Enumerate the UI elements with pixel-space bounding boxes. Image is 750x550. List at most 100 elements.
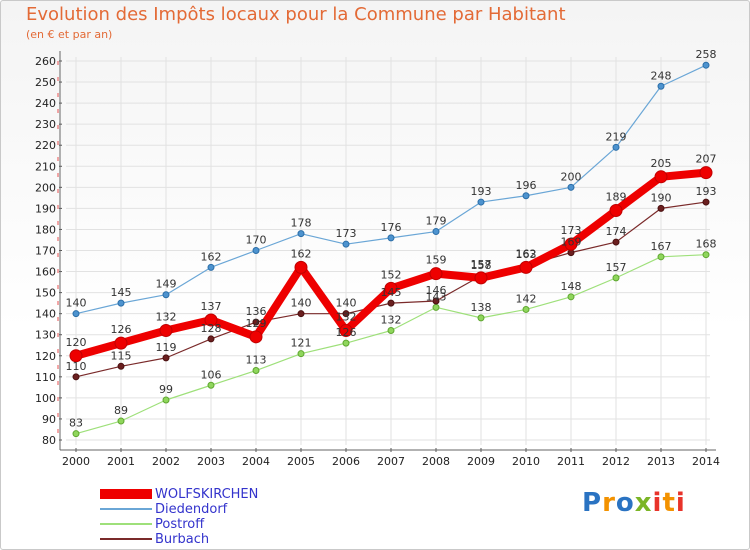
data-label: 190 xyxy=(651,191,672,204)
data-point xyxy=(654,170,668,184)
data-label: 196 xyxy=(516,179,537,192)
data-label: 148 xyxy=(561,280,582,293)
legend-item-postroff: Postroff xyxy=(100,517,360,532)
x-tick-label: 2005 xyxy=(287,455,315,468)
data-label: 110 xyxy=(66,360,87,373)
y-tick-label: 260 xyxy=(35,55,56,68)
data-label: 149 xyxy=(156,278,177,291)
data-label: 162 xyxy=(291,247,312,260)
y-tick-label: 130 xyxy=(35,329,56,342)
data-label: 258 xyxy=(696,48,717,61)
axes: 8090100110120130140150160170180190200210… xyxy=(35,51,720,468)
logo-letter: t xyxy=(662,488,676,518)
data-label: 162 xyxy=(516,247,537,260)
x-tick-label: 2008 xyxy=(422,455,450,468)
data-point xyxy=(702,61,710,69)
data-point xyxy=(612,238,620,246)
y-tick-label: 230 xyxy=(35,118,56,131)
data-point xyxy=(207,335,215,343)
data-point xyxy=(207,263,215,271)
y-tick-label: 120 xyxy=(35,350,56,363)
data-point xyxy=(342,310,350,318)
x-tick-label: 2004 xyxy=(242,455,270,468)
data-label: 126 xyxy=(111,323,132,336)
data-point xyxy=(477,198,485,206)
data-point xyxy=(162,291,170,299)
legend-swatch xyxy=(100,538,152,540)
data-label: 140 xyxy=(66,297,87,310)
legend-item-diedendorf: Diedendorf xyxy=(100,502,360,517)
grid xyxy=(66,57,710,445)
x-tick-label: 2011 xyxy=(557,455,585,468)
data-label: 157 xyxy=(606,261,627,274)
data-point xyxy=(114,336,128,350)
data-label: 132 xyxy=(336,311,357,324)
data-point xyxy=(432,228,440,236)
data-label: 129 xyxy=(246,317,267,330)
y-tick-label: 110 xyxy=(35,371,56,384)
data-label: 159 xyxy=(426,254,447,267)
data-label: 83 xyxy=(69,417,83,430)
data-label: 176 xyxy=(381,221,402,234)
y-tick-label: 180 xyxy=(35,223,56,236)
data-label: 121 xyxy=(291,337,312,350)
data-point xyxy=(69,349,83,363)
data-label: 143 xyxy=(426,290,447,303)
data-point xyxy=(297,350,305,358)
legend: WOLFSKIRCHEN Diedendorf Postroff Burbach xyxy=(100,487,360,547)
data-label: 163 xyxy=(516,248,537,261)
data-label: 174 xyxy=(606,225,627,238)
y-tick-label: 100 xyxy=(35,392,56,405)
data-label: 128 xyxy=(201,322,222,335)
data-point xyxy=(387,299,395,307)
legend-swatch xyxy=(100,508,152,510)
data-point xyxy=(159,324,173,338)
x-tick-label: 2006 xyxy=(332,455,360,468)
legend-label: Diedendorf xyxy=(155,502,228,517)
y-tick-label: 190 xyxy=(35,202,56,215)
proxiti-logo: Proxiti xyxy=(582,488,686,518)
data-point xyxy=(702,198,710,206)
legend-label: Postroff xyxy=(155,517,205,532)
data-label: 132 xyxy=(381,314,402,327)
data-label: 140 xyxy=(336,297,357,310)
x-tick-label: 2003 xyxy=(197,455,225,468)
y-tick-label: 80 xyxy=(42,434,56,447)
data-point xyxy=(249,330,263,344)
data-label: 248 xyxy=(651,69,672,82)
data-point xyxy=(564,237,578,251)
data-point xyxy=(297,310,305,318)
chart-title: Evolution des Impôts locaux pour la Comm… xyxy=(26,4,566,25)
data-label: 115 xyxy=(111,349,132,362)
logo-letter: x xyxy=(634,488,653,518)
data-point xyxy=(342,240,350,248)
chart-subtitle: (en € et par an) xyxy=(26,28,113,41)
data-point xyxy=(567,183,575,191)
data-point xyxy=(339,324,353,338)
y-tick-label: 150 xyxy=(35,287,56,300)
x-tick-label: 2013 xyxy=(647,455,675,468)
data-point xyxy=(204,313,218,327)
data-point xyxy=(702,251,710,259)
data-point xyxy=(522,192,530,200)
data-point xyxy=(609,203,623,217)
x-tick-label: 2002 xyxy=(152,455,180,468)
data-label: 138 xyxy=(471,301,492,314)
data-point xyxy=(432,303,440,311)
data-point xyxy=(657,82,665,90)
data-label: 120 xyxy=(66,336,87,349)
data-point xyxy=(117,417,125,425)
data-point xyxy=(657,204,665,212)
data-label: 193 xyxy=(471,185,492,198)
data-point xyxy=(657,253,665,261)
x-tick-label: 2009 xyxy=(467,455,495,468)
data-label: 89 xyxy=(114,404,128,417)
data-label: 146 xyxy=(426,284,447,297)
y-tick-label: 220 xyxy=(35,139,56,152)
data-label: 157 xyxy=(471,258,492,271)
y-tick-label: 160 xyxy=(35,266,56,279)
y-tick-label: 240 xyxy=(35,97,56,110)
data-point xyxy=(117,362,125,370)
